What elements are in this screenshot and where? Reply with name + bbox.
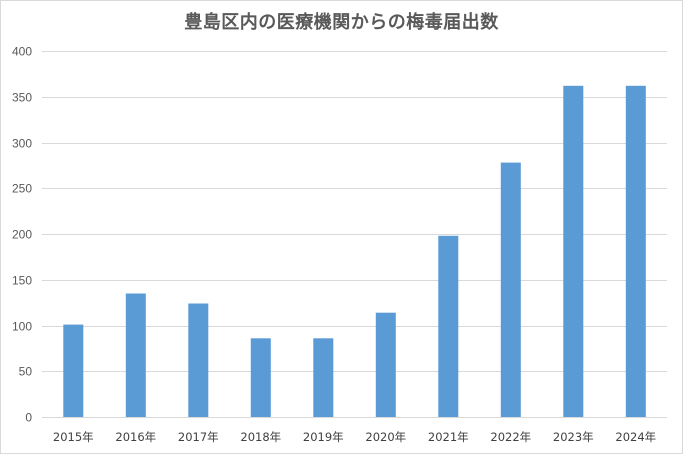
bar bbox=[188, 303, 209, 417]
y-tick-label: 150 bbox=[12, 274, 32, 288]
bar bbox=[563, 85, 584, 418]
x-tick-label: 2018年 bbox=[240, 430, 281, 444]
x-tick-label: 2020年 bbox=[365, 430, 406, 444]
y-tick-label: 350 bbox=[12, 91, 32, 105]
x-tick-label: 2022年 bbox=[490, 430, 531, 444]
bar bbox=[63, 324, 84, 417]
chart-title: 豊島区内の医療機関からの梅毒届出数 bbox=[184, 12, 499, 33]
y-tick-label: 100 bbox=[12, 320, 32, 334]
x-tick-label: 2017年 bbox=[178, 430, 219, 444]
y-tick-label: 250 bbox=[12, 182, 32, 196]
y-tick-label: 50 bbox=[19, 365, 33, 379]
bar bbox=[313, 338, 334, 417]
x-tick-label: 2016年 bbox=[115, 430, 156, 444]
x-tick-label: 2024年 bbox=[615, 430, 656, 444]
x-tick-label: 2019年 bbox=[303, 430, 344, 444]
y-tick-label: 300 bbox=[12, 137, 32, 151]
y-tick-label: 200 bbox=[12, 228, 32, 242]
y-tick-label: 400 bbox=[12, 45, 32, 59]
x-tick-label: 2015年 bbox=[53, 430, 94, 444]
bar bbox=[625, 85, 646, 418]
bar bbox=[438, 235, 459, 417]
bar bbox=[250, 338, 271, 417]
x-tick-label: 2021年 bbox=[428, 430, 469, 444]
y-tick-label: 0 bbox=[25, 411, 32, 425]
x-tick-label: 2023年 bbox=[553, 430, 594, 444]
bar bbox=[500, 162, 521, 417]
bar bbox=[125, 293, 146, 417]
bar bbox=[375, 312, 396, 417]
